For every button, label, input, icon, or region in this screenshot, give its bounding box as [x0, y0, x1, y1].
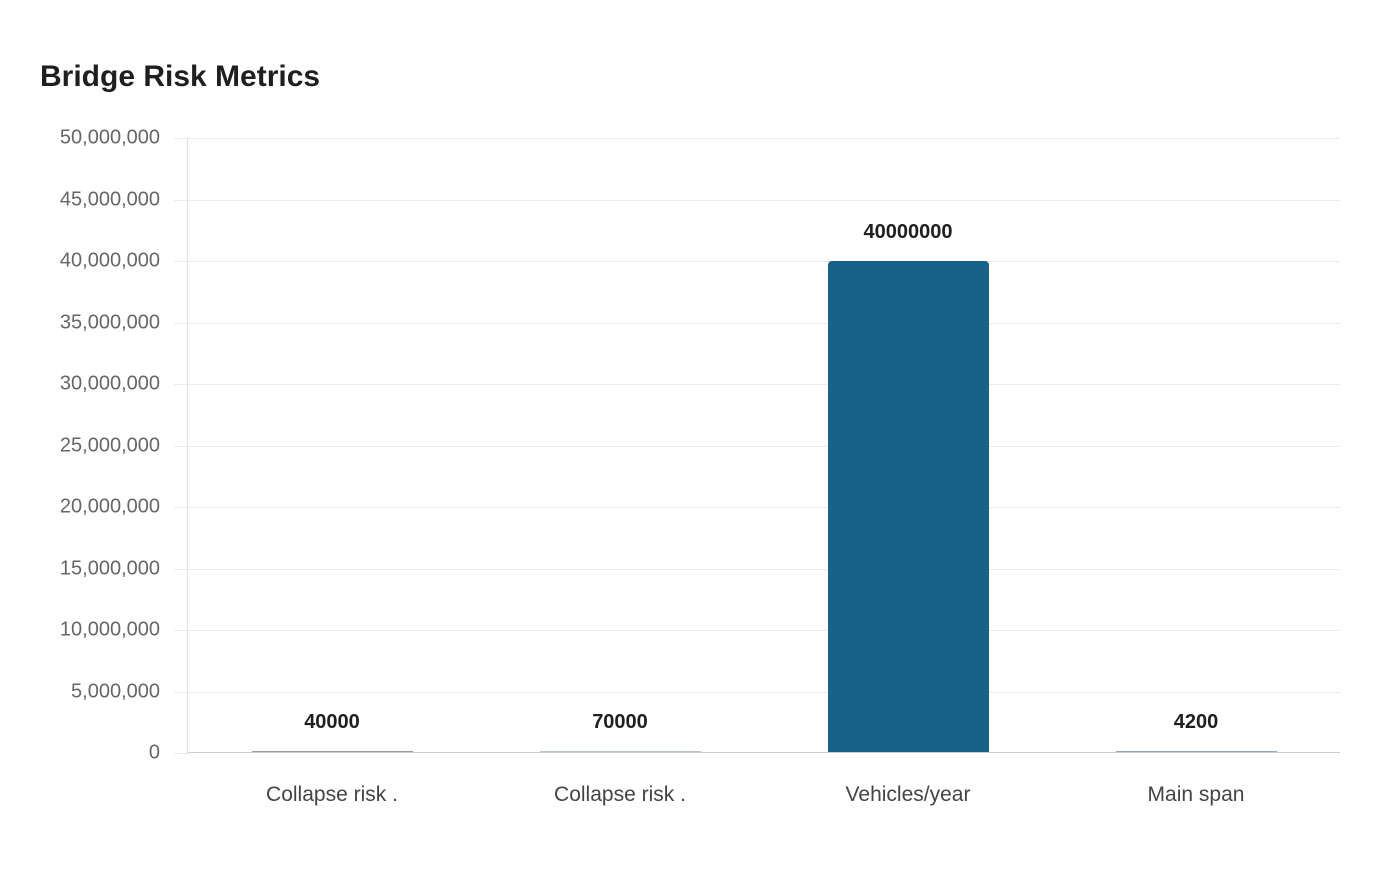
x-tick-label: Main span [1147, 783, 1245, 806]
bar-value-label: 40000 [304, 711, 360, 733]
y-tick-label: 5,000,000 [71, 680, 160, 702]
gridline [174, 630, 1340, 631]
gridline [174, 507, 1340, 508]
y-axis-line [187, 138, 188, 754]
tick-mark [174, 753, 188, 754]
y-tick-label: 15,000,000 [59, 557, 160, 579]
y-tick-label: 25,000,000 [59, 434, 160, 456]
y-tick-label: 50,000,000 [59, 126, 160, 149]
bar-value-label: 40000000 [863, 221, 953, 243]
bar[interactable] [827, 261, 989, 753]
bar-value-label: 4200 [1173, 711, 1219, 733]
bar-value-label: 70000 [592, 711, 648, 733]
y-tick-label: 45,000,000 [59, 188, 160, 210]
x-tick-label: Collapse risk . [554, 783, 686, 806]
y-tick-label: 10,000,000 [59, 618, 160, 641]
x-axis-line [188, 752, 1340, 753]
x-tick-label: Vehicles/year [845, 783, 971, 806]
gridline [174, 138, 1340, 139]
gridline [174, 322, 1340, 324]
gridline [174, 445, 1340, 447]
y-tick-label: 0 [148, 741, 160, 764]
gridline [174, 261, 1340, 262]
gridline [174, 568, 1340, 570]
y-tick-label: 30,000,000 [59, 372, 160, 395]
gridline [174, 691, 1340, 693]
y-tick-label: 20,000,000 [59, 495, 160, 518]
y-tick-label: 35,000,000 [59, 311, 160, 333]
gridline [174, 199, 1340, 201]
x-tick-label: Collapse risk . [266, 783, 398, 806]
chart-title: Bridge Risk Metrics [40, 60, 321, 93]
y-tick-label: 40,000,000 [59, 249, 160, 272]
plot-area [188, 138, 1340, 753]
gridline [174, 384, 1340, 385]
